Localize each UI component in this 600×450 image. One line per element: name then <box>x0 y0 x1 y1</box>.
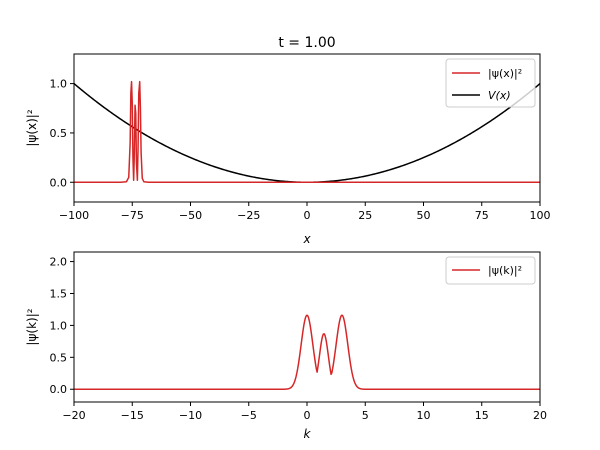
position-plot-content <box>74 80 540 184</box>
y-tick-label: 0.0 <box>50 383 68 396</box>
x-tick-label: 25 <box>358 209 372 222</box>
x-tick-label: 20 <box>533 409 547 422</box>
x-tick-label: −15 <box>121 409 144 422</box>
position-legend: |ψ(x)|² V(x) <box>445 58 536 108</box>
x-tick-label: 50 <box>417 209 431 222</box>
x-tick-label: −10 <box>179 409 202 422</box>
y-tick-label: 1.0 <box>50 78 68 91</box>
x-tick-label: 0 <box>304 409 311 422</box>
y-tick-label: 0.5 <box>50 127 68 140</box>
position-y-axis-label: |ψ(x)|² <box>25 109 39 146</box>
position-x-axis-label: x <box>302 232 311 246</box>
momentum-x-axis-label: k <box>304 427 312 441</box>
legend-label-psi-x: |ψ(x)|² <box>488 67 522 80</box>
y-tick-label: 2.0 <box>50 256 68 269</box>
chart-title: t = 1.00 <box>278 35 335 51</box>
x-tick-label: −20 <box>62 409 85 422</box>
position-y-ticks: 0.0 0.5 1.0 <box>50 78 74 189</box>
x-tick-label: 100 <box>530 209 551 222</box>
y-tick-label: 0.0 <box>50 176 68 189</box>
x-tick-label: 15 <box>475 409 489 422</box>
series-line-psi-x <box>74 80 540 184</box>
position-x-ticks: −100 −75 −50 −25 0 25 50 75 100 <box>59 202 551 222</box>
position-panel: t = 1.00 −100 −75 −50 −25 0 25 50 75 100 0.0 0.5 1… <box>25 35 551 246</box>
x-tick-label: −100 <box>59 209 89 222</box>
x-tick-label: 75 <box>475 209 489 222</box>
y-tick-label: 1.5 <box>50 287 68 300</box>
y-tick-label: 1.0 <box>50 319 68 332</box>
x-tick-label: 0 <box>304 209 311 222</box>
series-line-psi-k <box>74 314 540 390</box>
y-tick-label: 0.5 <box>50 351 68 364</box>
legend-label-potential: V(x) <box>488 89 511 102</box>
momentum-y-axis-label: |ψ(k)|² <box>25 308 39 345</box>
x-tick-label: −50 <box>179 209 202 222</box>
momentum-y-ticks: 0.0 0.5 1.0 1.5 2.0 <box>50 256 74 396</box>
momentum-x-ticks: −20 −15 −10 −5 0 5 10 15 20 <box>62 402 547 422</box>
x-tick-label: −75 <box>121 209 144 222</box>
momentum-legend: |ψ(k)|² <box>445 256 536 285</box>
x-tick-label: −25 <box>237 209 260 222</box>
momentum-legend-box <box>445 256 536 285</box>
x-tick-label: −5 <box>241 409 257 422</box>
x-tick-label: 5 <box>362 409 369 422</box>
momentum-panel: −20 −15 −10 −5 0 5 10 15 20 0.0 0.5 1.0 1.5 2.0 k |ψ… <box>25 251 547 441</box>
legend-label-psi-k: |ψ(k)|² <box>488 264 522 277</box>
x-tick-label: 10 <box>417 409 431 422</box>
momentum-plot-content <box>74 314 540 390</box>
